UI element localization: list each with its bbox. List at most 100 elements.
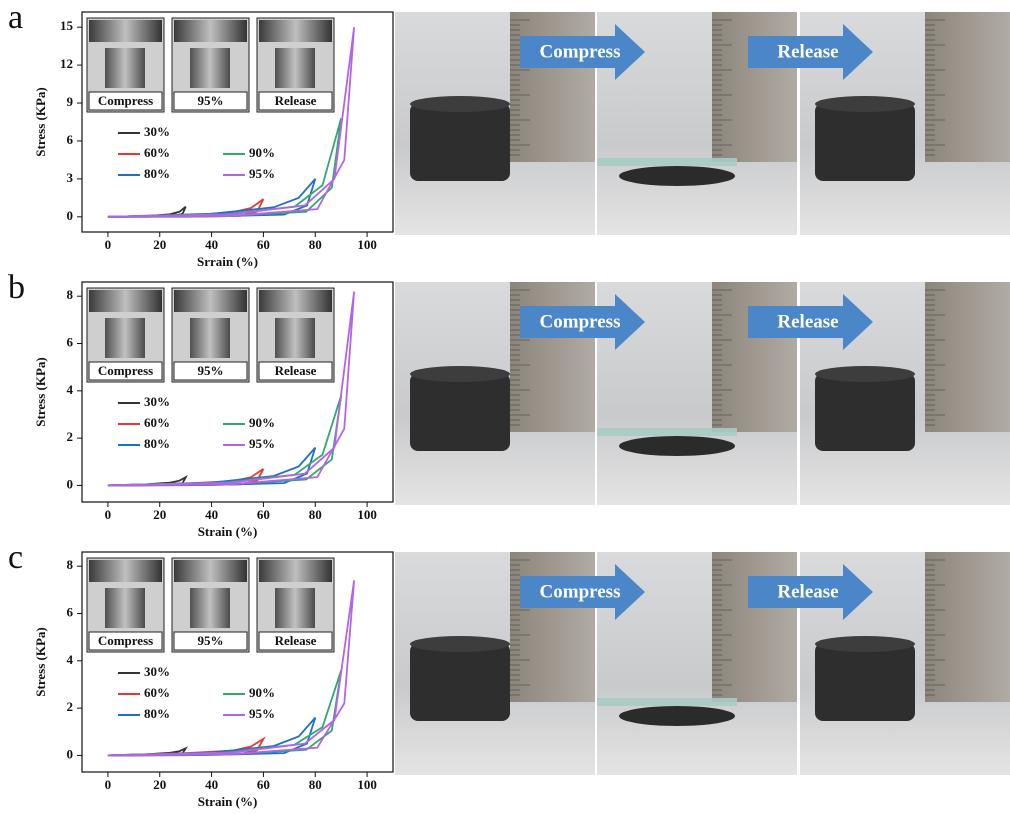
- x-tick-label: 60: [257, 777, 270, 792]
- y-tick-label: 12: [60, 56, 73, 71]
- y-tick-label: 2: [67, 429, 74, 444]
- press-plate: [89, 290, 162, 312]
- ruler: [712, 282, 797, 432]
- legend-label: 80%: [144, 166, 170, 181]
- legend-label: 90%: [249, 145, 275, 160]
- ruler: [925, 282, 1010, 432]
- inset-label: Release: [275, 633, 317, 648]
- legend-label: 80%: [144, 436, 170, 451]
- y-axis-title: Stress (KPa): [33, 627, 48, 696]
- x-tick-label: 100: [357, 507, 377, 522]
- press-plate: [174, 290, 247, 312]
- press-plate: [259, 20, 332, 42]
- press-stack: [105, 588, 145, 628]
- x-tick-label: 0: [105, 507, 112, 522]
- inset-label: Release: [275, 93, 317, 108]
- sample-compressed: [619, 166, 735, 186]
- y-tick-label: 0: [67, 746, 74, 761]
- press-stack: [190, 588, 230, 628]
- press-plate: [174, 20, 247, 42]
- y-tick-label: 15: [60, 18, 74, 33]
- x-tick-label: 40: [205, 237, 218, 252]
- legend-label: 95%: [249, 436, 275, 451]
- inset-label: Compress: [98, 93, 153, 108]
- x-tick-label: 40: [205, 777, 218, 792]
- x-tick-label: 100: [357, 777, 377, 792]
- press-plate: [89, 560, 162, 582]
- x-tick-label: 0: [105, 777, 112, 792]
- sample-top: [410, 636, 510, 652]
- y-tick-label: 0: [67, 208, 74, 223]
- legend-label: 90%: [249, 415, 275, 430]
- y-tick-label: 3: [67, 170, 74, 185]
- ruler: [510, 552, 595, 702]
- x-tick-label: 0: [105, 237, 112, 252]
- panel-label: c: [8, 539, 23, 576]
- sample: [815, 103, 915, 181]
- y-tick-label: 4: [67, 382, 74, 397]
- press-stack: [275, 318, 315, 358]
- x-tick-label: 80: [309, 237, 322, 252]
- arrow-label: Release: [777, 41, 838, 62]
- sample-top: [815, 96, 915, 112]
- ruler: [712, 12, 797, 162]
- legend-label: 30%: [144, 124, 170, 139]
- press-stack: [105, 48, 145, 88]
- y-tick-label: 8: [67, 557, 74, 572]
- y-tick-label: 6: [67, 334, 74, 349]
- y-axis-title: Stress (KPa): [33, 357, 48, 426]
- sample: [410, 643, 510, 721]
- legend-label: 30%: [144, 394, 170, 409]
- x-tick-label: 40: [205, 507, 218, 522]
- press-plate: [174, 560, 247, 582]
- y-tick-label: 6: [67, 604, 74, 619]
- sample: [815, 643, 915, 721]
- press-stack: [190, 48, 230, 88]
- press-plate: [259, 290, 332, 312]
- press-stack: [275, 48, 315, 88]
- ruler: [510, 12, 595, 162]
- y-tick-label: 4: [67, 652, 74, 667]
- press-stack: [275, 588, 315, 628]
- x-axis-title: Strain (%): [198, 794, 258, 809]
- ruler: [925, 552, 1010, 702]
- x-axis-title: Strain (%): [198, 524, 258, 539]
- glass-plate: [597, 158, 737, 166]
- ruler: [925, 12, 1010, 162]
- x-tick-label: 20: [153, 777, 166, 792]
- x-tick-label: 80: [309, 507, 322, 522]
- arrow-label: Release: [777, 581, 838, 602]
- y-tick-label: 9: [67, 94, 74, 109]
- ruler: [510, 282, 595, 432]
- panel-label: b: [8, 269, 25, 306]
- press-plate: [259, 560, 332, 582]
- inset-label: 95%: [198, 93, 224, 108]
- sample: [815, 373, 915, 451]
- inset-label: 95%: [198, 633, 224, 648]
- press-stack: [105, 318, 145, 358]
- press-stack: [190, 318, 230, 358]
- inset-label: 95%: [198, 363, 224, 378]
- arrow-label: Compress: [540, 581, 621, 602]
- x-tick-label: 20: [153, 237, 166, 252]
- glass-plate: [597, 698, 737, 706]
- sample-top: [815, 636, 915, 652]
- x-axis-title: Srrain (%): [197, 254, 258, 269]
- legend-label: 90%: [249, 685, 275, 700]
- sample-top: [815, 366, 915, 382]
- figure: aCompress95%Release03691215020406080100S…: [0, 0, 1010, 814]
- x-tick-label: 60: [257, 507, 270, 522]
- ruler: [712, 552, 797, 702]
- sample-top: [410, 96, 510, 112]
- legend-label: 95%: [249, 166, 275, 181]
- press-plate: [89, 20, 162, 42]
- inset-label: Compress: [98, 363, 153, 378]
- x-tick-label: 60: [257, 237, 270, 252]
- sample: [410, 373, 510, 451]
- legend-label: 60%: [144, 145, 170, 160]
- x-tick-label: 80: [309, 777, 322, 792]
- sample-top: [410, 366, 510, 382]
- y-axis-title: Stress (KPa): [33, 87, 48, 156]
- legend-label: 60%: [144, 415, 170, 430]
- y-tick-label: 0: [67, 476, 74, 491]
